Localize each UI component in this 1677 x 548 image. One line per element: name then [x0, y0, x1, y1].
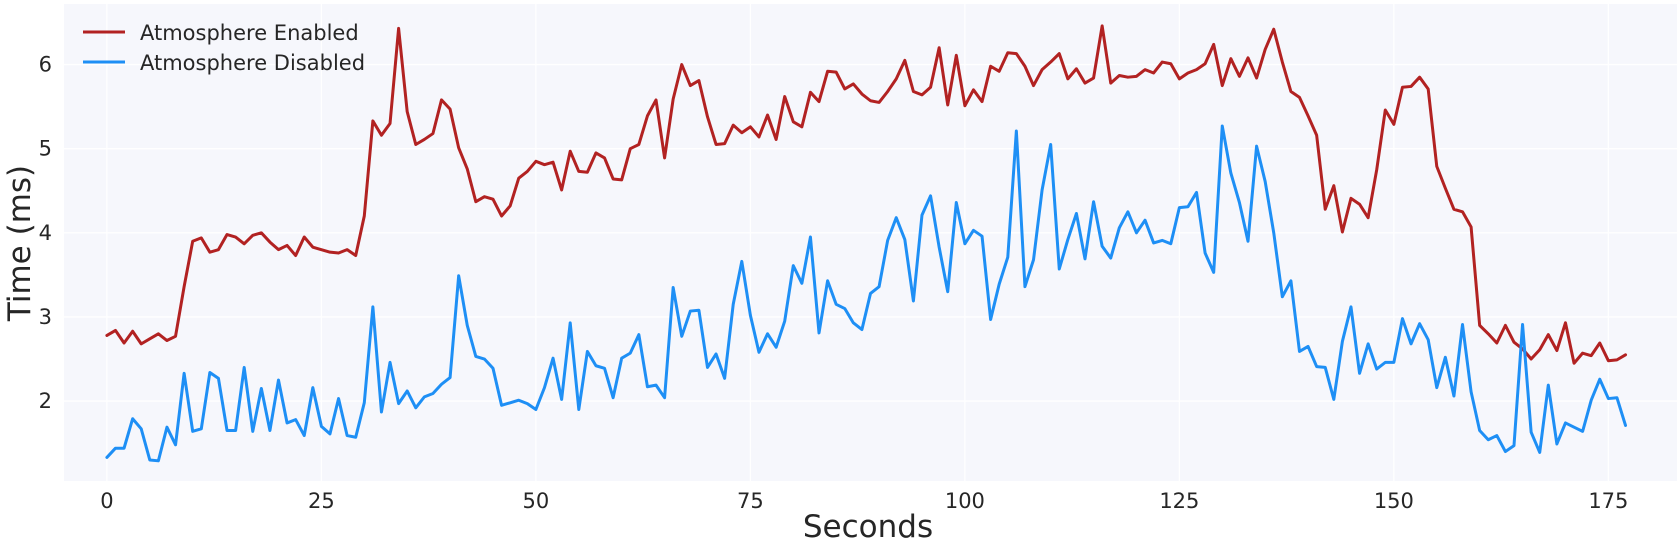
y-tick-label: 2	[39, 389, 52, 413]
y-tick-label: 5	[39, 137, 52, 161]
series-line-atmosphere-disabled	[105, 124, 1628, 463]
plot-area	[64, 4, 1677, 481]
x-tick-label: 75	[737, 489, 764, 513]
x-tick-label: 150	[1374, 489, 1414, 513]
x-axis-ticks: 0 25 50 75 100 125 150 175	[100, 489, 1628, 513]
series-line-atmosphere-enabled	[105, 24, 1628, 365]
x-tick-label: 0	[100, 489, 113, 513]
y-tick-label: 3	[39, 305, 52, 329]
x-tick-label: 50	[523, 489, 550, 513]
series-lines	[105, 24, 1628, 463]
y-axis-label: Time (ms)	[2, 165, 38, 322]
x-axis-label: Seconds	[803, 509, 933, 545]
legend-label-enabled: Atmosphere Enabled	[140, 21, 359, 45]
grid-lines	[64, 4, 1677, 481]
y-tick-label: 4	[39, 221, 52, 245]
x-tick-label: 175	[1588, 489, 1628, 513]
y-axis-ticks: 2 3 4 5 6	[39, 53, 52, 414]
legend-label-disabled: Atmosphere Disabled	[140, 51, 365, 75]
x-tick-label: 100	[945, 489, 985, 513]
legend: Atmosphere Enabled Atmosphere Disabled	[83, 21, 365, 75]
y-tick-label: 6	[39, 53, 52, 77]
x-tick-label: 25	[308, 489, 335, 513]
x-tick-label: 125	[1159, 489, 1199, 513]
